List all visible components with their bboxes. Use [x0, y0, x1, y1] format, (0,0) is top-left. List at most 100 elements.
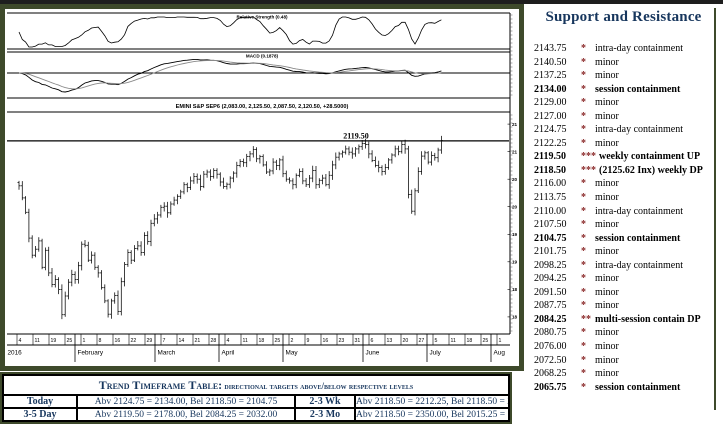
sr-stars: * [581, 219, 586, 231]
macd-panel [18, 58, 442, 93]
sr-desc: minor [595, 219, 619, 231]
sr-price: 2140.50 [534, 56, 567, 68]
sr-row: 2094.25 * minor [534, 272, 723, 286]
price-bar [291, 178, 295, 190]
sr-stars: * [581, 192, 586, 204]
month-label: March [158, 350, 176, 357]
price-bar [430, 151, 433, 166]
day-label: 16 [323, 338, 329, 344]
sr-price: 2084.25 [534, 313, 567, 325]
price-bar [321, 174, 325, 185]
sr-price: 2072.50 [534, 354, 567, 366]
price-tick-label: 18 [512, 315, 518, 320]
price-bar [175, 194, 179, 205]
sr-stars: * [581, 273, 586, 285]
price-bar [24, 196, 28, 215]
price-bar [116, 290, 120, 315]
price-bar [387, 158, 391, 170]
sr-desc: session containment [595, 83, 681, 95]
macd-label: MACD (0.1878) [246, 54, 279, 59]
sr-row: 2091.50 * minor [534, 286, 723, 300]
timeframe-targets: Abv 2118.50 = 2212.25, Bel 2118.50 = 201… [354, 394, 510, 409]
sr-price: 2119.50 [534, 151, 566, 163]
trend-table-title: Trend Timeframe Table: [98, 378, 223, 392]
panel-borders [7, 12, 511, 346]
sr-desc: minor [595, 286, 619, 298]
day-label: 7 [163, 338, 166, 344]
price-bar [337, 151, 341, 161]
month-label: May [286, 350, 299, 357]
sr-stars: * [581, 368, 586, 380]
price-bar [258, 154, 262, 164]
price-bar [205, 169, 209, 178]
price-bar [63, 291, 67, 317]
date-axis: 4 11 19 25 1 8 16 22 29 7 14 21 28 4 11 18 25 2 9 16 23 31 6 13… [8, 334, 506, 362]
price-bar [123, 262, 127, 287]
day-label: 2 [291, 338, 294, 344]
price-bar [403, 139, 407, 154]
support-resistance-panel: Support and Resistance 2143.75 * intra-day… [524, 4, 723, 424]
price-bar [159, 204, 163, 218]
sr-row: 2084.25 ** multi-session contain DP [534, 313, 723, 327]
price-bar [195, 173, 199, 184]
sr-price: 2107.50 [534, 219, 567, 231]
sr-stars: * [581, 70, 586, 82]
sr-row: 2127.00 * minor [534, 110, 723, 124]
sr-row: 2087.75 * minor [534, 299, 723, 313]
price-tick-label: 20 [512, 205, 518, 210]
price-bar [304, 178, 308, 187]
price-bar [255, 147, 259, 163]
day-label: 25 [67, 338, 73, 344]
day-label: 11 [35, 338, 40, 344]
price-bar [27, 208, 31, 243]
price-bar [169, 201, 173, 215]
month-label: July [430, 350, 442, 357]
price-bar [406, 145, 410, 199]
sr-desc: weekly containment UP [599, 151, 701, 163]
month-label: June [366, 350, 380, 357]
day-label: 22 [131, 338, 137, 344]
price-bar [103, 284, 107, 304]
day-label: 14 [179, 338, 185, 344]
price-bar [90, 251, 94, 264]
oscillator-line [18, 16, 442, 48]
price-bar [83, 240, 87, 248]
sr-row: 2134.00 * session containment [534, 83, 723, 97]
sr-desc: minor [595, 56, 619, 68]
price-bar [268, 168, 272, 176]
price-bar [172, 196, 176, 206]
price-bar [232, 171, 235, 183]
sr-row: 2098.25 * intra-day containment [534, 259, 723, 273]
sr-stars: * [581, 327, 586, 339]
price-bar [34, 246, 37, 258]
price-bar [314, 166, 318, 189]
sr-stars: * [581, 83, 586, 95]
price-bar [133, 245, 136, 262]
day-label: 18 [259, 338, 265, 344]
sr-row: 2076.00 * minor [534, 340, 723, 354]
trend-table-header: Trend Timeframe Table: directional targe… [2, 374, 510, 396]
price-bar [400, 141, 404, 154]
price-bar [271, 158, 275, 175]
price-bar [274, 159, 278, 170]
sr-price: 2087.75 [534, 300, 567, 312]
price-bar [162, 202, 166, 212]
price-bar [40, 238, 44, 270]
timeframe-label: 2-3 Mo [294, 407, 356, 422]
price-bar [397, 145, 400, 156]
day-label: 29 [147, 338, 153, 344]
sr-row: 2072.50 * minor [534, 354, 723, 368]
month-label: Aug [494, 350, 506, 357]
sr-desc: minor [595, 70, 619, 82]
sr-stars: * [581, 259, 586, 271]
price-bar [235, 161, 239, 178]
price-bar [380, 165, 384, 176]
sr-desc: minor [595, 327, 619, 339]
day-label: 27 [419, 338, 425, 344]
sr-desc: minor [595, 354, 619, 366]
price-bar [225, 182, 229, 190]
sr-price: 2134.00 [534, 83, 567, 95]
sr-stars: ** [581, 313, 591, 325]
price-tick-label: 18 [512, 287, 518, 292]
sr-stars: * [581, 381, 586, 393]
